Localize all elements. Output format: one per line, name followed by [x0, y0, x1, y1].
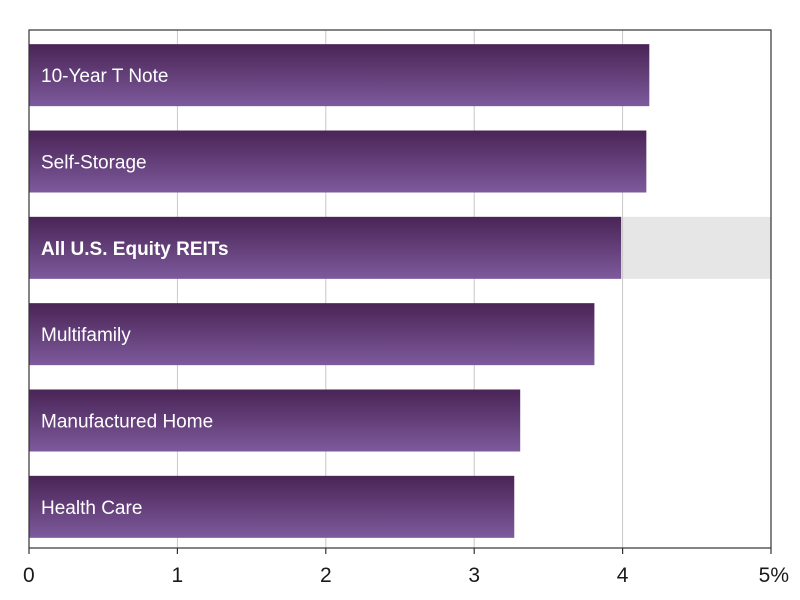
- plot-frame: [28, 29, 772, 549]
- bar-category-label: Self-Storage: [41, 153, 147, 174]
- bar-category-label: Manufactured Home: [41, 412, 213, 433]
- bar: [29, 303, 595, 366]
- x-tick-label: 2: [320, 564, 332, 587]
- bar-category-label: Multifamily: [41, 325, 131, 346]
- bar: [29, 389, 521, 452]
- bar: [29, 216, 622, 279]
- x-tick-label: 0: [23, 564, 35, 587]
- bar-category-label: 10-Year T Note: [41, 66, 168, 87]
- x-tick-label: 3: [468, 564, 480, 587]
- bar: [29, 44, 650, 107]
- bar-category-label: Health Care: [41, 498, 142, 519]
- bar-category-label: All U.S. Equity REITs: [41, 239, 229, 260]
- bar: [29, 475, 515, 538]
- x-tick-label: 4: [617, 564, 629, 587]
- x-tick-label: 1: [172, 564, 184, 587]
- x-tick-label: 5%: [759, 564, 789, 587]
- bar: [29, 130, 647, 193]
